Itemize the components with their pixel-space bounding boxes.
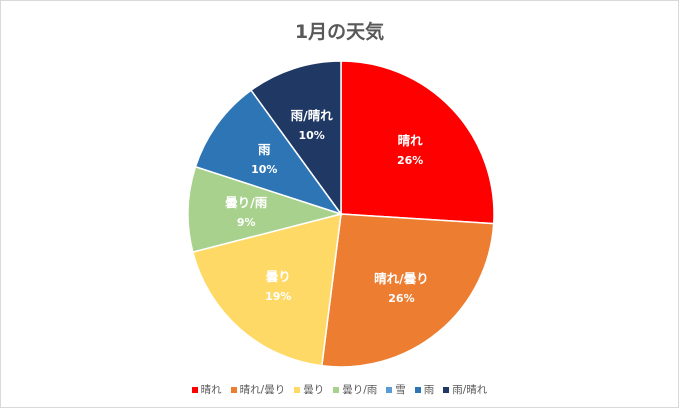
legend-label: 雪 — [395, 384, 406, 396]
slice-label-1: 晴れ/曇り — [374, 271, 429, 286]
slice-percent-0: 26% — [397, 154, 423, 167]
legend-item-3: 曇り/雨 — [333, 382, 377, 397]
chart-legend: 晴れ 晴れ/曇り 曇り 曇り/雨 雪 雨 雨/晴れ — [1, 382, 678, 397]
legend-label: 曇り — [303, 384, 325, 396]
legend-item-5: 雨 — [414, 382, 435, 397]
legend-swatch — [294, 386, 301, 393]
slice-label-3: 曇り/雨 — [225, 195, 268, 210]
legend-swatch — [414, 386, 421, 393]
legend-label: 晴れ — [200, 384, 222, 396]
legend-label: 曇り/雨 — [342, 384, 378, 396]
slice-percent-2: 19% — [265, 290, 291, 303]
pie-slice-5 — [194, 89, 343, 216]
slice-percent-6: 10% — [299, 129, 325, 142]
slice-label-2: 曇り — [266, 269, 291, 284]
legend-swatch — [230, 386, 237, 393]
slice-label-0: 晴れ — [398, 133, 424, 148]
legend-label: 晴れ/曇り — [239, 384, 286, 396]
legend-label: 雨 — [423, 384, 435, 396]
slice-percent-1: 26% — [388, 292, 414, 305]
legend-item-4: 雪 — [386, 382, 406, 397]
legend-swatch — [191, 386, 198, 393]
legend-item-1: 晴れ/曇り — [230, 382, 286, 397]
pie-slice-1 — [320, 213, 495, 368]
legend-item-6: 雨/晴れ — [443, 382, 487, 397]
pie-slice-6 — [250, 60, 342, 217]
chart-title: 1月の天気 — [294, 21, 385, 43]
slice-percent-3: 9% — [237, 216, 256, 229]
legend-item-2: 曇り — [294, 382, 324, 397]
legend-swatch — [386, 386, 393, 393]
legend-swatch — [443, 386, 450, 393]
legend-label: 雨/晴れ — [452, 384, 488, 396]
pie-slice-3 — [187, 165, 344, 253]
pie-slice-2 — [191, 212, 342, 367]
legend-swatch — [333, 386, 340, 393]
slice-label-6: 雨/晴れ — [291, 108, 334, 123]
slice-percent-5: 10% — [251, 163, 277, 176]
slice-label-5: 雨 — [258, 142, 271, 157]
pie-slice-0 — [340, 60, 495, 225]
legend-item-0: 晴れ — [191, 382, 222, 397]
